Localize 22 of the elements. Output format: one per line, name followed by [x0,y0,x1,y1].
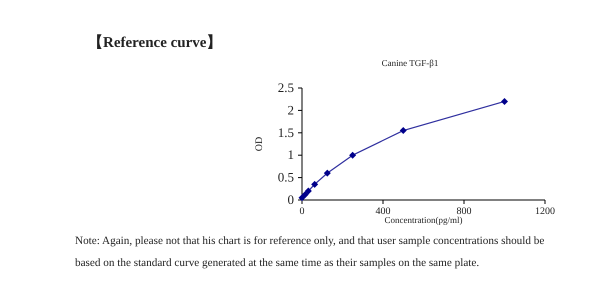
x-axis-title: Concentration(pg/ml) [384,215,462,225]
point [302,191,309,198]
y-tick-label: 1.5 [278,124,294,140]
x-tick-label: 0 [300,206,304,217]
y-tick-label: 2.5 [278,80,294,95]
point [311,180,318,188]
x-tick-label: 1200 [535,206,555,217]
y-tick-label: 0.5 [278,170,294,185]
text: 【Reference curve】 [88,34,222,51]
point [400,127,407,134]
y-tick-label: 0 [288,192,294,207]
y-tick-label: 2 [288,102,294,118]
text: Note: Again, please not that his chart is for reference only, and that user sample concentrations should be based on the standard curve generated at the same time as their samples on the same plate. [75,235,544,269]
y-tick-label: 1 [288,147,294,162]
chart-title: Canine TGF-β1 [382,58,438,68]
point [304,188,312,195]
y-axis-title: OD [254,136,265,152]
x-tick-label: 800 [456,206,472,217]
point [324,170,331,177]
x-tick-label: 400 [376,206,390,217]
point [349,152,356,159]
point [501,98,508,105]
